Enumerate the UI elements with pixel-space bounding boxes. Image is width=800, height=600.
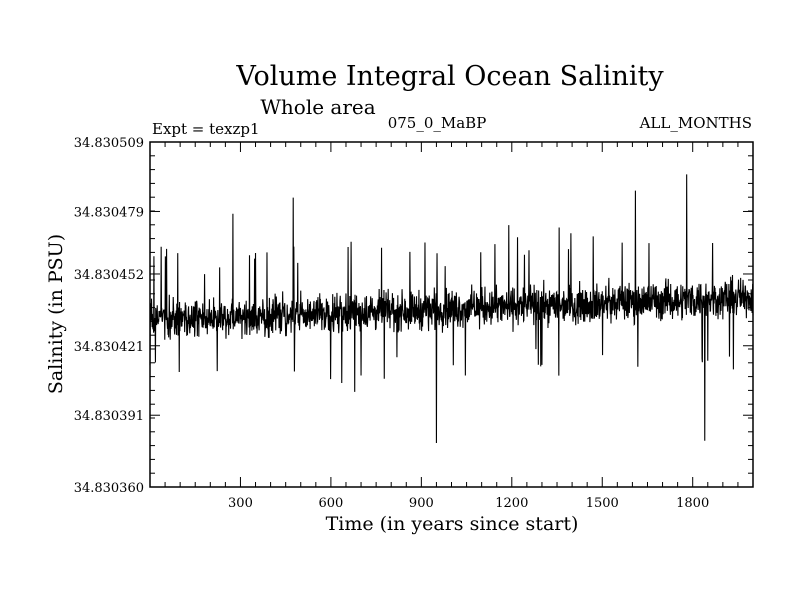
experiment-label: Expt = texzp1 <box>152 120 260 138</box>
period-label: 075_0_MaBP <box>388 114 487 132</box>
salinity-series-line <box>149 174 754 444</box>
x-tick-label: 600 <box>318 496 343 511</box>
y-tick-label: 34.830391 <box>74 409 144 424</box>
y-tick-label: 34.830421 <box>74 340 144 355</box>
y-tick-label: 34.830360 <box>74 481 144 496</box>
y-axis-label: Salinity (in PSU) <box>45 234 67 394</box>
x-axis-label: Time (in years since start) <box>326 513 579 535</box>
y-tick-label: 34.830509 <box>74 136 144 151</box>
months-label: ALL_MONTHS <box>639 114 752 132</box>
x-tick-label: 1200 <box>495 496 528 511</box>
x-tick-label: 300 <box>228 496 253 511</box>
plot-frame <box>149 141 754 488</box>
x-tick-label: 900 <box>409 496 434 511</box>
chart-title: Volume Integral Ocean Salinity <box>235 61 664 92</box>
x-tick-label: 1500 <box>586 496 619 511</box>
y-tick-label: 34.830479 <box>74 205 144 220</box>
plot-layer: 34.830360 34.830391 34.830421 34.830452 34.8… <box>74 136 754 511</box>
chart-subtitle: Whole area <box>260 95 375 119</box>
x-tick-label: 1800 <box>676 496 709 511</box>
y-tick-label: 34.830452 <box>74 268 144 283</box>
